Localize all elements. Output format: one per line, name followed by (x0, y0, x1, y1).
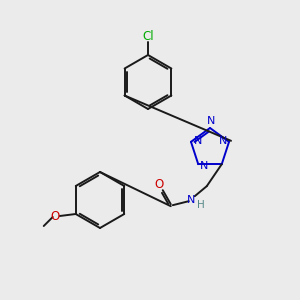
Text: Cl: Cl (142, 29, 154, 43)
Text: N: N (207, 116, 215, 126)
Text: N: N (219, 136, 227, 146)
Text: O: O (50, 209, 59, 223)
Text: N: N (187, 195, 195, 205)
Text: N: N (194, 136, 202, 146)
Text: O: O (154, 178, 164, 191)
Text: N: N (200, 161, 208, 171)
Text: H: H (197, 200, 205, 210)
